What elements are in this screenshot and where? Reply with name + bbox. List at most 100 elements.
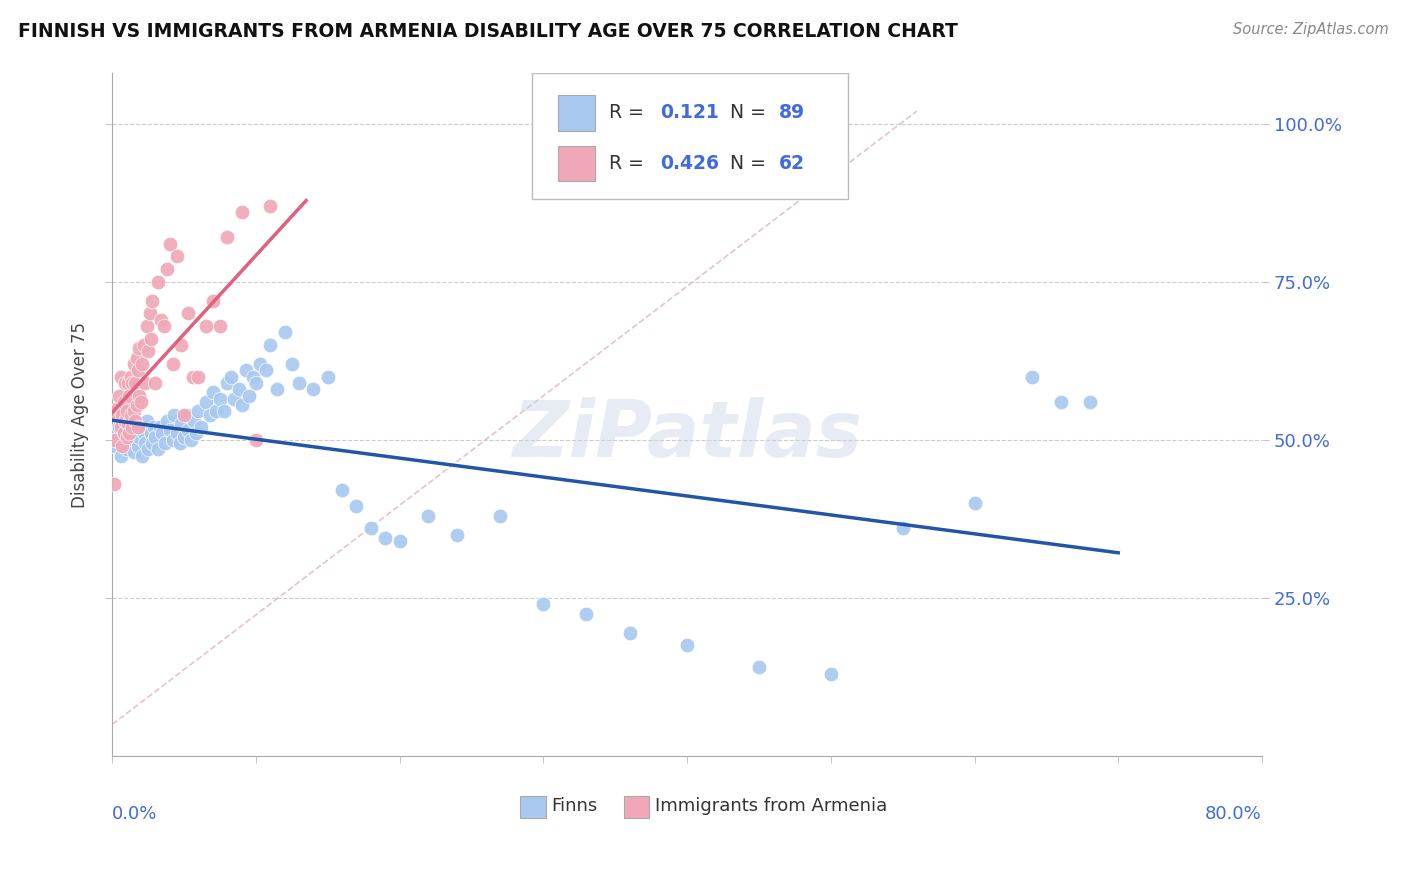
- Point: [127, 420, 149, 434]
- Point: [150, 312, 173, 326]
- Point: [129, 420, 152, 434]
- Point: [128, 388, 150, 402]
- Point: [1078, 395, 1101, 409]
- Point: [302, 382, 325, 396]
- Point: [242, 369, 264, 384]
- Point: [266, 382, 288, 396]
- Point: [963, 496, 986, 510]
- Point: [104, 433, 127, 447]
- Point: [135, 318, 157, 333]
- Point: [166, 249, 188, 263]
- Point: [115, 430, 138, 444]
- Point: [124, 414, 146, 428]
- Text: FINNISH VS IMMIGRANTS FROM ARMENIA DISABILITY AGE OVER 75 CORRELATION CHART: FINNISH VS IMMIGRANTS FROM ARMENIA DISAB…: [18, 22, 957, 41]
- Text: N =: N =: [718, 154, 772, 173]
- Point: [118, 433, 141, 447]
- Point: [330, 483, 353, 498]
- Point: [107, 401, 129, 416]
- FancyBboxPatch shape: [624, 796, 650, 817]
- Point: [245, 376, 267, 390]
- Point: [176, 408, 198, 422]
- Point: [153, 318, 176, 333]
- Point: [134, 436, 156, 450]
- Point: [142, 420, 165, 434]
- Point: [111, 439, 134, 453]
- Point: [190, 420, 212, 434]
- Point: [173, 430, 195, 444]
- Text: 62: 62: [779, 154, 806, 173]
- Point: [105, 408, 128, 422]
- Point: [249, 357, 271, 371]
- Point: [259, 199, 281, 213]
- Point: [418, 508, 440, 523]
- Point: [149, 420, 172, 434]
- Point: [132, 426, 155, 441]
- Point: [114, 414, 136, 428]
- Point: [224, 392, 246, 406]
- Point: [117, 417, 139, 431]
- Point: [228, 382, 250, 396]
- Point: [115, 442, 138, 457]
- Point: [125, 398, 148, 412]
- Point: [120, 369, 142, 384]
- Point: [131, 449, 153, 463]
- Point: [221, 369, 243, 384]
- Point: [118, 426, 141, 441]
- Point: [110, 369, 132, 384]
- Point: [105, 426, 128, 441]
- Point: [281, 357, 304, 371]
- Point: [124, 426, 146, 441]
- Point: [135, 414, 157, 428]
- Text: N =: N =: [718, 103, 772, 122]
- Point: [245, 433, 267, 447]
- Text: 89: 89: [779, 103, 806, 122]
- Point: [117, 420, 139, 434]
- Point: [122, 445, 145, 459]
- Point: [214, 404, 236, 418]
- Point: [141, 436, 163, 450]
- Text: Immigrants from Armenia: Immigrants from Armenia: [655, 797, 887, 815]
- Point: [139, 426, 162, 441]
- Point: [112, 426, 135, 441]
- FancyBboxPatch shape: [531, 73, 848, 199]
- Point: [103, 439, 125, 453]
- Point: [254, 363, 277, 377]
- Text: 0.0%: 0.0%: [112, 805, 157, 823]
- Point: [108, 388, 131, 402]
- Point: [162, 357, 184, 371]
- Point: [187, 404, 209, 418]
- Point: [141, 293, 163, 308]
- Point: [820, 666, 842, 681]
- Point: [346, 499, 368, 513]
- Point: [125, 351, 148, 365]
- Point: [217, 230, 239, 244]
- Point: [125, 417, 148, 431]
- Text: R =: R =: [609, 103, 650, 122]
- Point: [1021, 369, 1043, 384]
- Point: [208, 392, 231, 406]
- Text: R =: R =: [609, 154, 650, 173]
- Point: [204, 404, 226, 418]
- Point: [121, 420, 143, 434]
- Point: [163, 408, 186, 422]
- Point: [159, 236, 181, 251]
- Point: [187, 369, 209, 384]
- Point: [112, 395, 135, 409]
- Point: [114, 426, 136, 441]
- Point: [139, 332, 162, 346]
- Point: [115, 404, 138, 418]
- Point: [891, 521, 914, 535]
- Point: [316, 369, 339, 384]
- Point: [132, 338, 155, 352]
- Point: [131, 357, 153, 371]
- Point: [198, 408, 221, 422]
- Point: [194, 318, 217, 333]
- Point: [122, 357, 145, 371]
- Point: [129, 395, 152, 409]
- Point: [180, 433, 202, 447]
- Point: [1049, 395, 1071, 409]
- Point: [117, 376, 139, 390]
- Point: [201, 385, 224, 400]
- Point: [619, 625, 641, 640]
- Point: [162, 433, 184, 447]
